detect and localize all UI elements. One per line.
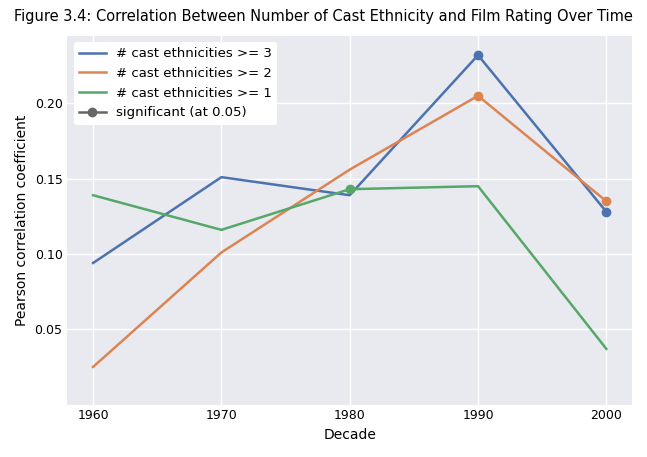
# cast ethnicities >= 2	[217, 250, 225, 255]
# cast ethnicities >= 3	[602, 209, 610, 214]
# cast ethnicities >= 2	[602, 198, 610, 204]
# cast ethnicities >= 1	[89, 192, 97, 198]
Line: # cast ethnicities >= 1: # cast ethnicities >= 1	[93, 186, 606, 349]
# cast ethnicities >= 3	[474, 53, 482, 58]
Text: Figure 3.4: Correlation Between Number of Cast Ethnicity and Film Rating Over Ti: Figure 3.4: Correlation Between Number o…	[14, 9, 633, 24]
Line: # cast ethnicities >= 3: # cast ethnicities >= 3	[93, 55, 606, 263]
# cast ethnicities >= 1	[346, 186, 354, 192]
# cast ethnicities >= 1	[602, 346, 610, 351]
# cast ethnicities >= 3	[346, 192, 354, 198]
# cast ethnicities >= 3	[217, 175, 225, 180]
Legend: # cast ethnicities >= 3, # cast ethnicities >= 2, # cast ethnicities >= 1, signi: # cast ethnicities >= 3, # cast ethnicit…	[74, 42, 278, 124]
# cast ethnicities >= 1	[474, 183, 482, 189]
Line: # cast ethnicities >= 2: # cast ethnicities >= 2	[93, 96, 606, 367]
# cast ethnicities >= 3	[89, 260, 97, 266]
Y-axis label: Pearson correlation coefficient: Pearson correlation coefficient	[15, 114, 29, 326]
# cast ethnicities >= 1	[217, 227, 225, 233]
# cast ethnicities >= 2	[346, 167, 354, 172]
X-axis label: Decade: Decade	[324, 428, 376, 442]
# cast ethnicities >= 2	[89, 364, 97, 370]
# cast ethnicities >= 2	[474, 93, 482, 99]
